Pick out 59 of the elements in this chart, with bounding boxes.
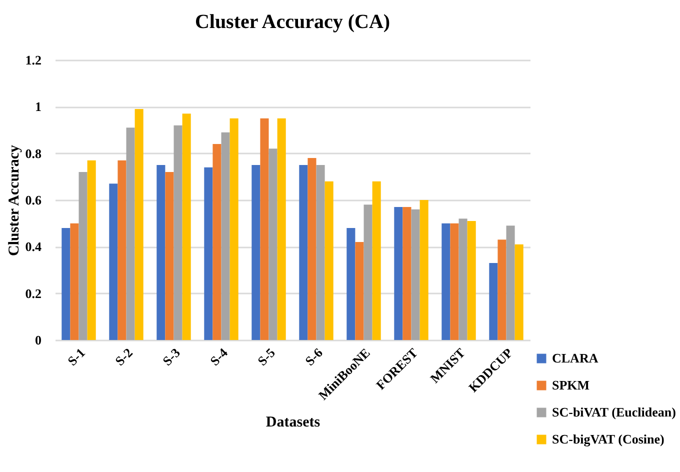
- bar: [182, 114, 191, 340]
- bar: [402, 207, 412, 340]
- y-tick-label: 0.8: [25, 146, 42, 161]
- bar: [212, 144, 222, 340]
- y-tick-label: 1.2: [25, 52, 42, 68]
- bar: [268, 148, 278, 340]
- bar: [355, 242, 364, 340]
- bar: [346, 228, 356, 340]
- bar: [299, 165, 308, 340]
- bar: [277, 118, 286, 340]
- bar: [260, 118, 269, 340]
- legend-label: SC-biVAT (Euclidean): [552, 404, 676, 420]
- y-tick-label: 0.6: [25, 192, 42, 208]
- legend-label: CLARA: [552, 350, 599, 366]
- bar: [174, 125, 182, 340]
- bar: [78, 172, 88, 340]
- bar: [372, 181, 381, 340]
- bar: [324, 181, 334, 340]
- bar: [467, 221, 476, 340]
- chart-title: Cluster Accuracy (CA): [194, 11, 390, 33]
- bar: [308, 158, 316, 340]
- legend-label: SPKM: [552, 378, 590, 392]
- bar: [70, 223, 79, 340]
- bar: [62, 228, 70, 340]
- bar: [230, 118, 238, 340]
- bar: [316, 165, 325, 340]
- y-tick-label: 0.4: [25, 239, 42, 254]
- y-tick-label: 0.2: [25, 286, 42, 301]
- y-axis-title: Cluster Accuracy: [6, 144, 22, 256]
- bar: [411, 209, 420, 340]
- bar: [156, 165, 166, 340]
- bar: [489, 263, 498, 340]
- x-tick-label: S-1: [64, 345, 88, 368]
- bar: [506, 226, 515, 340]
- x-axis-title: Datasets: [266, 414, 320, 431]
- bar: [450, 223, 459, 340]
- bar: [109, 184, 118, 340]
- bar: [87, 160, 96, 340]
- bar: [514, 244, 524, 340]
- bar: [364, 204, 372, 340]
- bar: [498, 240, 506, 340]
- bar: [252, 165, 260, 340]
- bar: [165, 172, 174, 340]
- bar: [204, 167, 213, 340]
- x-tick-label: S-4: [207, 344, 231, 368]
- bar: [420, 200, 428, 340]
- x-tick-label: S-2: [112, 345, 136, 368]
- bar: [442, 223, 450, 340]
- bar: [221, 132, 230, 340]
- bar: [118, 160, 126, 340]
- y-tick-label: 1: [35, 99, 42, 114]
- x-tick-label: S-3: [160, 344, 184, 368]
- y-tick-label: 0: [35, 332, 42, 348]
- bar: [126, 128, 135, 340]
- bar: [394, 207, 403, 340]
- legend-label: SC-bigVAT (Cosine): [552, 432, 664, 446]
- x-tick-label: S-5: [254, 344, 278, 368]
- bar: [134, 109, 144, 340]
- bar: [458, 218, 468, 340]
